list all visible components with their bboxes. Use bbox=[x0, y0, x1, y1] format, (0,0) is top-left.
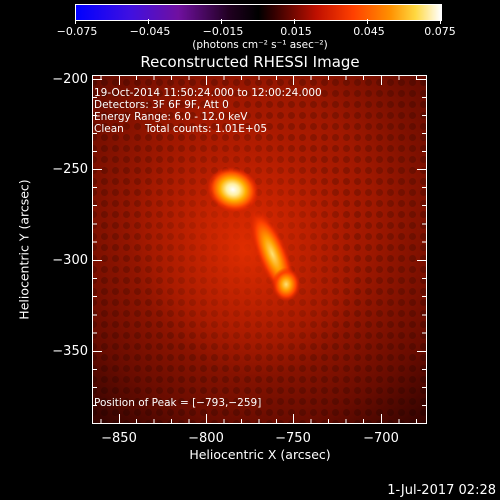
x-axis-label: Heliocentric X (arcsec) bbox=[189, 447, 331, 462]
y-axis-label: Heliocentric Y (arcsec) bbox=[16, 179, 32, 320]
colorbar-tick-label: 0.045 bbox=[353, 25, 385, 38]
heatmap-image bbox=[92, 75, 427, 424]
method-annotation: Clean bbox=[94, 123, 124, 135]
timestamp: 1-Jul-2017 02:28 bbox=[387, 483, 496, 498]
colorbar-tick-label: −0.075 bbox=[56, 25, 98, 38]
energy-range-annotation: Energy Range: 6.0 - 12.0 keV bbox=[94, 111, 248, 123]
chart-title: Reconstructed RHESSI Image bbox=[140, 53, 360, 71]
y-tick-label: −200 bbox=[52, 72, 88, 87]
y-tick-label: −300 bbox=[52, 253, 88, 268]
time-range-annotation: 19-Oct-2014 11:50:24.000 to 12:00:24.000 bbox=[94, 87, 322, 99]
colorbar-unit-label: (photons cm⁻² s⁻¹ asec⁻²) bbox=[192, 39, 328, 51]
axis-ticks bbox=[92, 75, 427, 424]
x-tick-label: −850 bbox=[101, 431, 137, 446]
y-tick-label: −350 bbox=[52, 344, 88, 359]
footpoint-source bbox=[272, 267, 301, 302]
colorbar-tick-label: −0.015 bbox=[202, 25, 244, 38]
colorbar-ticks bbox=[75, 19, 441, 24]
detectors-annotation: Detectors: 3F 6F 9F, Att 0 bbox=[94, 99, 229, 111]
peak-position-annotation: Position of Peak = [−793,−259] bbox=[94, 397, 262, 409]
colorbar bbox=[75, 4, 442, 21]
x-tick-label: −750 bbox=[275, 431, 311, 446]
x-tick-label: −800 bbox=[188, 431, 224, 446]
colorbar-tick-label: 0.075 bbox=[424, 25, 456, 38]
y-tick-label: −250 bbox=[52, 162, 88, 177]
peak-source bbox=[207, 167, 259, 213]
colorbar-tick-label: 0.015 bbox=[280, 25, 312, 38]
colorbar-tick-label: −0.045 bbox=[129, 25, 171, 38]
x-tick-label: −700 bbox=[363, 431, 399, 446]
total-counts-annotation: Total counts: 1.01E+05 bbox=[145, 123, 268, 135]
